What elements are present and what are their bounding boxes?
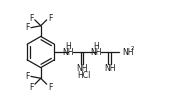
Text: NH: NH [90,47,102,56]
Text: F: F [25,23,29,32]
Text: NH: NH [76,64,88,73]
Text: F: F [48,83,52,92]
Text: F: F [25,72,29,81]
Text: H: H [93,42,99,51]
Text: NH: NH [62,47,74,56]
Text: F: F [29,14,34,23]
Text: 2: 2 [130,46,134,51]
Text: H: H [65,42,71,51]
Text: F: F [48,14,52,23]
Text: NH: NH [104,64,115,73]
Text: NH: NH [122,47,134,56]
Text: HCl: HCl [77,71,91,80]
Text: F: F [29,83,34,92]
